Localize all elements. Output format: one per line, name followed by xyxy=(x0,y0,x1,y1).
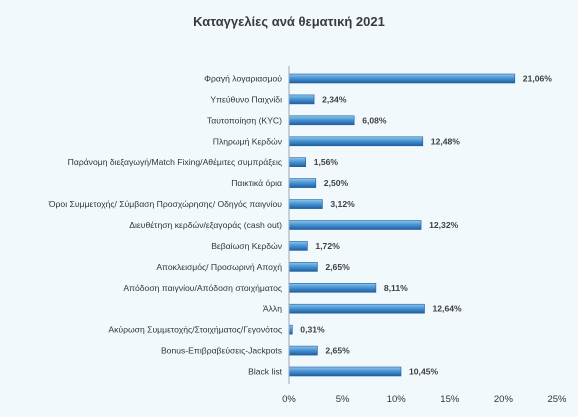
x-tick-label: 0% xyxy=(282,394,296,405)
value-label: 2,65% xyxy=(325,346,350,356)
category-label: Φραγή λογαριασμού xyxy=(204,74,282,84)
x-tick-label: 5% xyxy=(336,394,350,405)
category-label: Βεβαίωση Κερδών xyxy=(211,241,282,251)
category-label: Ταυτοποίηση (KYC) xyxy=(207,115,282,125)
bar xyxy=(288,199,323,209)
bar xyxy=(288,136,424,147)
category-label: Bonus-Επιβραβεύσεις-Jackpots xyxy=(161,346,282,356)
bar xyxy=(288,241,308,251)
bar xyxy=(288,220,422,230)
category-label: Ακύρωση Συμμετοχής/Στοιχήματος/Γεγονότος xyxy=(108,325,282,335)
bar xyxy=(288,115,355,126)
category-label: Παικτικά όρια xyxy=(231,178,282,188)
value-label: 0,31% xyxy=(300,325,325,335)
x-tick-label: 25% xyxy=(547,394,567,405)
category-label: Πληρωμή Κερδών xyxy=(213,136,282,146)
value-label: 21,06% xyxy=(523,74,553,84)
category-label: Αποκλεισμός/ Προσωρινή Αποχή xyxy=(156,262,282,272)
category-label: Black list xyxy=(248,367,283,377)
bar xyxy=(288,262,318,272)
value-label: 12,64% xyxy=(433,304,463,314)
bar xyxy=(288,366,402,377)
value-label: 3,12% xyxy=(330,199,355,209)
value-label: 2,34% xyxy=(322,94,347,104)
x-tick-label: 15% xyxy=(440,394,460,405)
value-label: 12,48% xyxy=(431,136,461,146)
bar xyxy=(288,282,377,293)
value-label: 1,72% xyxy=(315,241,340,251)
axis-layer: Φραγή λογαριασμού Υπεύθυνο Παιχνίδι Ταυτοπ… xyxy=(48,66,567,405)
bar xyxy=(288,303,425,314)
category-label: Όροι Συμμετοχής/ Σύμβαση Προσχώρησης/ Οδ… xyxy=(48,199,282,209)
x-tick-label: 20% xyxy=(494,394,514,405)
value-label: 6,08% xyxy=(362,115,387,125)
bar xyxy=(288,73,516,84)
category-label: Διευθέτηση κερδών/εξαγοράς (cash out) xyxy=(129,220,282,230)
bars-layer: 21,06% 2,34% 6,08% 12,48% 1,56% 2,50% 3,12% 12,… xyxy=(288,73,553,377)
value-label: 2,65% xyxy=(325,262,350,272)
category-label: Παράνομη διεξαγωγή/Match Fixing/Αθέμιτες… xyxy=(68,157,282,167)
bar xyxy=(288,178,317,188)
x-tick-label: 10% xyxy=(387,394,407,405)
value-label: 1,56% xyxy=(314,157,339,167)
chart-title: Καταγγελίες ανά θεματική 2021 xyxy=(193,14,385,29)
bar xyxy=(288,345,318,356)
value-label: 2,50% xyxy=(324,178,349,188)
bar xyxy=(288,157,307,167)
value-label: 8,11% xyxy=(384,283,408,293)
category-label: Άλλη xyxy=(263,304,282,314)
value-label: 10,45% xyxy=(409,367,439,377)
category-label: Απόδοση παιγνίου/Απόδοση στοιχήματος xyxy=(123,283,282,293)
value-label: 12,32% xyxy=(429,220,459,230)
bar xyxy=(288,94,315,105)
category-label: Υπεύθυνο Παιχνίδι xyxy=(210,94,282,104)
